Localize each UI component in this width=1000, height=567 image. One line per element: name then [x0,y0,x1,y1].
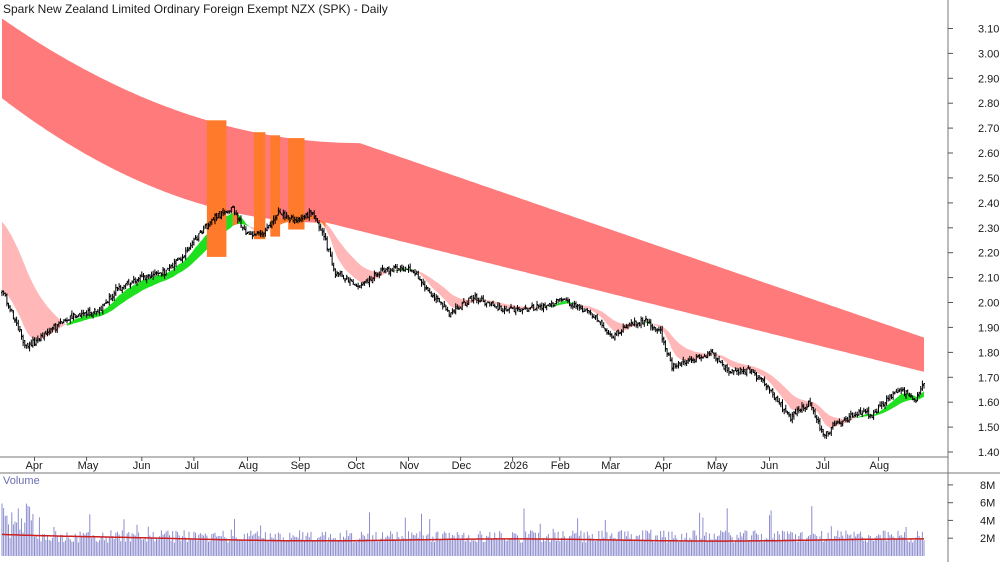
y-tick-label: 2.10 [978,273,999,285]
volume-y-tick-label: 8M [980,480,995,492]
y-tick-label: 1.70 [978,372,999,384]
y-tick-label: 1.40 [978,447,999,459]
y-tick-label: 2.00 [978,298,999,310]
x-tick-label: Apr [26,460,43,472]
y-tick-label: 3.00 [978,48,999,60]
x-tick-label: 2026 [504,460,528,472]
x-tick-label: Nov [400,460,420,472]
y-tick-label: 1.90 [978,322,999,334]
band-cross-bar [254,132,266,240]
y-tick-label: 2.40 [978,198,999,210]
x-tick-label: Aug [239,460,259,472]
y-tick-label: 2.50 [978,173,999,185]
y-tick-label: 1.50 [978,422,999,434]
short-term-band-segment [415,270,547,310]
y-tick-label: 2.80 [978,98,999,110]
short-term-band-segment [652,323,856,428]
x-tick-label: Sep [291,460,311,472]
x-tick-label: May [707,460,728,472]
band-cross-bar [270,135,281,237]
y-tick-label: 2.20 [978,248,999,260]
x-tick-label: May [78,460,99,472]
volume-title: Volume [3,475,40,487]
short-term-band-segment [2,221,67,340]
trend-bands [2,18,924,428]
long-term-band [2,18,924,372]
x-tick-label: Jun [133,460,151,472]
x-tick-label: Mar [601,460,620,472]
short-term-band-segment [232,212,238,226]
y-tick-label: 2.70 [978,123,999,135]
x-tick-label: Feb [551,460,570,472]
x-tick-label: Oct [348,460,365,472]
short-term-band-segment [855,391,924,419]
x-tick-label: Jul [816,460,830,472]
volume-y-tick-label: 2M [980,533,995,545]
chart-title: Spark New Zealand Limited Ordinary Forei… [3,2,388,16]
x-tick-label: Jul [185,460,199,472]
y-tick-label: 3.10 [978,24,999,36]
y-tick-label: 2.60 [978,148,999,160]
x-tick-label: Aug [870,460,890,472]
band-cross-bar [206,120,227,257]
x-tick-label: Apr [655,460,672,472]
axes: 3.10 3.00 2.90 2.80 2.70 2.60 2.50 2.40 2.30 2.20… [26,24,1000,473]
y-tick-label: 1.80 [978,347,999,359]
price-candles [1,205,925,439]
volume-panel: 8M 6M 4M 2M [1,480,995,556]
volume-average-line [1,533,924,542]
short-term-band-segment [325,223,394,283]
y-tick-label: 1.60 [978,397,999,409]
y-tick-label: 2.30 [978,223,999,235]
y-tick-label: 2.90 [978,73,999,85]
band-cross-bar [288,138,305,230]
x-tick-label: Dec [452,460,472,472]
volume-y-tick-label: 4M [980,515,995,527]
volume-y-tick-label: 6M [980,498,995,510]
x-tick-label: Jun [761,460,779,472]
